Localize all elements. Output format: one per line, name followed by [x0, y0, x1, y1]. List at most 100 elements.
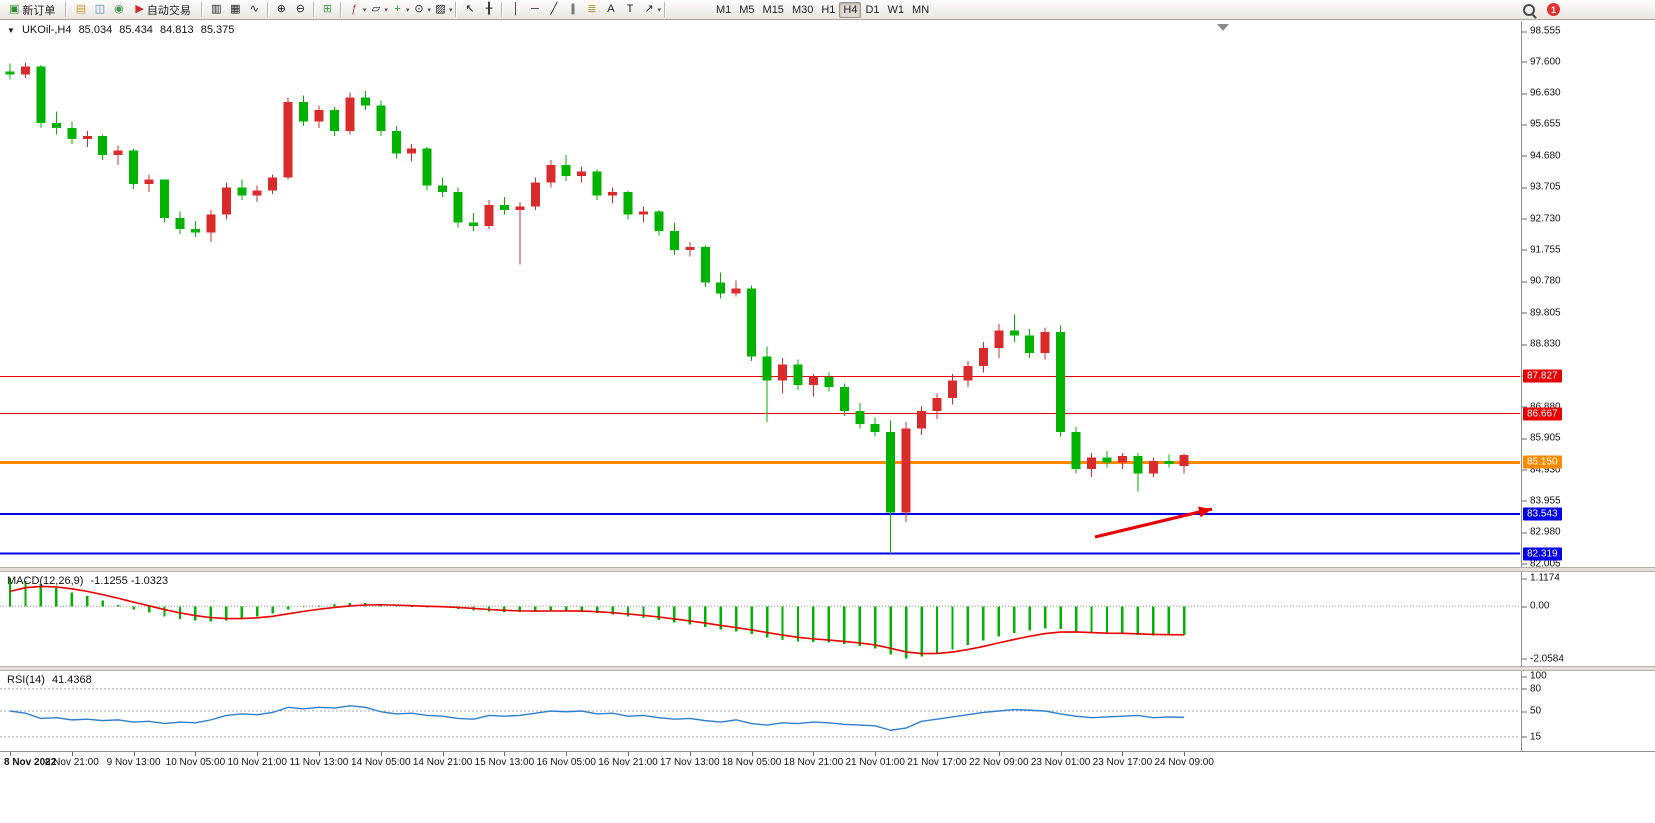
price-scale[interactable]: 98.555 97.600 96.630 95.655 94.680 93.705 92.7… — [1521, 21, 1655, 570]
time-label: 23 Nov 17:00 — [1092, 757, 1153, 768]
contacts-icon[interactable]: ◫ — [94, 3, 106, 15]
horizontal-line-icon[interactable]: ─ — [531, 3, 539, 15]
time-label: 16 Nov 05:00 — [536, 757, 596, 768]
time-label: 10 Nov 05:00 — [165, 757, 226, 768]
period-selector-icon-caret[interactable]: ▾ — [427, 6, 431, 14]
search-icon[interactable] — [1523, 3, 1535, 16]
macd-histogram — [8, 577, 1186, 659]
notification-badge[interactable]: 1 — [1547, 3, 1560, 16]
chart-window: ▼ UKOil-,H4 85.034 85.434 84.813 85.375 … — [0, 21, 1655, 823]
crosshair-icon[interactable]: ╂ — [485, 3, 493, 15]
timeframe-button-m1[interactable]: M1 — [712, 2, 735, 18]
panel-splitter[interactable] — [0, 666, 1655, 671]
price-panel: ▼ UKOil-,H4 85.034 85.434 84.813 85.375 … — [0, 21, 1655, 570]
macd-chart[interactable] — [0, 572, 1520, 666]
candlestick-chart-icon[interactable]: ▦ — [230, 3, 241, 15]
timeframe-button-mn[interactable]: MN — [908, 2, 933, 18]
toolbar-separator — [339, 2, 342, 17]
objects-list-icon[interactable]: ▱ — [371, 3, 381, 15]
timeframe-button-m15[interactable]: M15 — [759, 2, 788, 18]
toolbar: ▣ 新订单 ▤ ◫ ◉ ▶ 自动交易 ▥ ▦ ∿ ⊕ ⊖ ⊞ ƒ ▾ ▱ ▾ + ▾ ⊙ ▾ ▨ ▾ ↖ ╂ │ ─ ╱ ∥ ≣… — [0, 0, 1655, 20]
indicators-icon-caret[interactable]: ▾ — [362, 6, 367, 14]
time-tick — [442, 752, 444, 756]
vertical-line-icon[interactable]: │ — [512, 3, 520, 15]
toolbar-separator — [65, 2, 68, 17]
ohlc-open: 85.034 — [78, 24, 113, 36]
scale-tick-label: 82.005 — [1522, 558, 1561, 570]
time-tick — [628, 752, 629, 756]
line-chart-icon[interactable]: ∿ — [249, 3, 259, 15]
cursor-icon[interactable]: ↖ — [465, 3, 475, 15]
time-tick — [1060, 752, 1062, 756]
scale-tick-label: 91.755 — [1522, 244, 1561, 256]
zoom-out-icon[interactable]: ⊖ — [295, 3, 305, 15]
candles — [5, 62, 1189, 554]
text-label-icon[interactable]: T — [626, 3, 634, 15]
scale-tick-label: 84.930 — [1522, 464, 1561, 475]
time-label: 18 Nov 21:00 — [783, 757, 844, 768]
trendline-icon[interactable]: ╱ — [550, 3, 558, 15]
arrows-icon[interactable]: ↗ — [644, 3, 654, 15]
time-axis[interactable]: 8 Nov 2022 8 Nov 21:00 9 Nov 13:00 10 Nov 0… — [0, 751, 1655, 776]
macd-scale[interactable]: 1.1174 0.00 -2.0584 — [1521, 572, 1655, 666]
price-level-badge: 87.827 — [1523, 369, 1562, 383]
trend-arrow-annotation[interactable] — [1094, 506, 1213, 539]
toolbar-separator — [312, 2, 315, 17]
one-click-trading-toggle[interactable]: ▼ — [7, 26, 15, 35]
auto-trading-button[interactable]: ▶ 自动交易 — [129, 1, 196, 18]
arrows-icon-caret[interactable]: ▾ — [657, 6, 661, 14]
shift-marker-icon — [1217, 24, 1229, 31]
time-label: 17 Nov 13:00 — [660, 757, 720, 768]
time-label: 16 Nov 21:00 — [598, 757, 658, 768]
zoom-in-icon[interactable]: ⊕ — [276, 3, 286, 15]
timeframe-button-m30[interactable]: M30 — [788, 2, 817, 18]
timeframe-button-w1[interactable]: W1 — [884, 2, 909, 18]
template-icon[interactable]: ▨ — [435, 3, 446, 15]
rsi-label: RSI(14) — [7, 674, 45, 686]
add-indicator-icon-caret[interactable]: ▾ — [405, 6, 410, 14]
scale-tick-label: 95.655 — [1522, 118, 1561, 130]
scale-tick-label: 15 — [1521, 731, 1542, 743]
toolbar-right-group: 1 — [1523, 3, 1560, 16]
timeframe-button-d1[interactable]: D1 — [861, 2, 883, 18]
macd-label: MACD(12,26,9) — [7, 575, 84, 587]
template-icon-caret[interactable]: ▾ — [448, 6, 453, 14]
timeframe-button-m5[interactable]: M5 — [735, 2, 758, 18]
price-chart[interactable] — [0, 21, 1520, 567]
toolbar-separator — [266, 2, 269, 17]
add-indicator-icon[interactable]: + — [394, 3, 401, 15]
rsi-chart[interactable] — [0, 671, 1520, 751]
fibonacci-icon[interactable]: ≣ — [587, 3, 597, 15]
scale-tick-label: 0.00 — [1521, 600, 1550, 612]
scale-tick-label: 80 — [1521, 683, 1542, 695]
tile-windows-icon[interactable]: ⊞ — [322, 3, 332, 15]
bar-chart-icon[interactable]: ▥ — [211, 3, 222, 15]
rsi-scale[interactable]: 100 80 50 15 — [1521, 671, 1655, 751]
scale-tick-label: 83.955 — [1522, 495, 1561, 507]
time-label: 21 Nov 01:00 — [845, 757, 905, 768]
toolbar-group-tools: ▥ ▦ ∿ ⊕ ⊖ ⊞ ƒ ▾ ▱ ▾ + ▾ ⊙ ▾ ▨ ▾ ↖ ╂ │ ─ ╱ ∥ ≣ A T ↗ ▾ — [207, 1, 669, 18]
timeframe-button-h4[interactable]: H4 — [839, 1, 862, 18]
new-order-button[interactable]: ▣ 新订单 — [3, 1, 61, 18]
community-icon[interactable]: ◉ — [114, 3, 124, 15]
time-tick — [195, 752, 197, 756]
toolbar-separator — [200, 2, 203, 17]
panel-splitter[interactable] — [0, 567, 1655, 572]
channel-icon[interactable]: ∥ — [570, 3, 576, 15]
timeframe-button-h1[interactable]: H1 — [817, 2, 839, 18]
ohlc-low: 84.813 — [160, 24, 194, 36]
text-icon[interactable]: A — [607, 3, 615, 15]
time-label: 8 Nov 2022 — [4, 757, 57, 768]
scale-tick-label: 1.1174 — [1522, 572, 1560, 584]
macd-values: -1.1255 -1.0323 — [90, 575, 169, 587]
time-label: 18 Nov 05:00 — [721, 757, 782, 768]
scale-tick-label: 93.705 — [1522, 181, 1561, 193]
profiles-icon[interactable]: ▤ — [75, 3, 87, 15]
time-tick — [504, 752, 506, 756]
time-tick — [1122, 752, 1124, 756]
time-tick — [937, 752, 938, 756]
time-tick — [689, 752, 691, 756]
indicators-icon[interactable]: ƒ — [351, 3, 358, 15]
objects-list-icon-caret[interactable]: ▾ — [384, 6, 388, 14]
period-selector-icon[interactable]: ⊙ — [414, 3, 424, 15]
